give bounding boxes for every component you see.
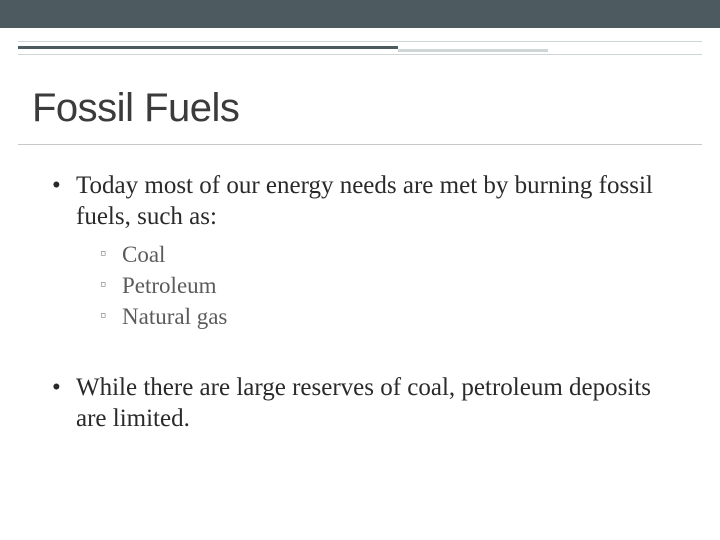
decorative-line	[18, 41, 702, 42]
title-underline	[18, 144, 702, 145]
slide-title: Fossil Fuels	[32, 86, 239, 131]
bullet-level-2: Coal	[100, 239, 680, 270]
top-bar	[0, 0, 720, 28]
bullet-level-2: Natural gas	[100, 301, 680, 332]
bullet-level-1: While there are large reserves of coal, …	[52, 372, 680, 435]
decorative-line	[18, 54, 702, 55]
slide-content: Today most of our energy needs are met b…	[52, 170, 680, 440]
accent-bar-mid	[398, 49, 548, 52]
bullet-level-2: Petroleum	[100, 270, 680, 301]
sub-bullet-group: Coal Petroleum Natural gas	[100, 239, 680, 332]
bullet-level-1: Today most of our energy needs are met b…	[52, 170, 680, 233]
accent-bar-thick	[18, 46, 398, 49]
